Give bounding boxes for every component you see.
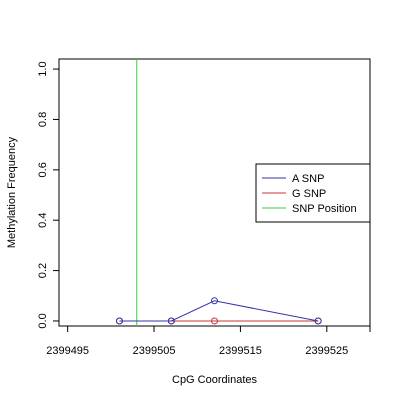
legend-entry-g-snp: G SNP bbox=[292, 188, 326, 200]
y-axis-label: Methylation Frequency bbox=[6, 136, 18, 248]
x-tick-label: 2399515 bbox=[219, 345, 262, 357]
y-tick-label: 0.6 bbox=[37, 162, 49, 177]
legend: A SNP G SNP SNP Position bbox=[255, 163, 371, 223]
data-point-a-snp bbox=[115, 317, 123, 325]
x-axis: 2399495 2399505 2399515 2399525 bbox=[46, 325, 371, 357]
y-tick-label: 0.2 bbox=[37, 263, 49, 278]
data-point-a-snp bbox=[314, 317, 322, 325]
legend-entry-snp-position: SNP Position bbox=[292, 203, 357, 215]
plot-marks bbox=[115, 59, 322, 326]
data-point-g-snp bbox=[211, 317, 218, 325]
data-point-a-snp bbox=[167, 317, 175, 325]
y-tick-label: 0.4 bbox=[37, 213, 49, 228]
x-tick-label: 2399525 bbox=[305, 345, 348, 357]
series-line-a-snp bbox=[119, 300, 319, 322]
data-point-a-snp bbox=[211, 297, 218, 305]
legend-entry-a-snp: A SNP bbox=[292, 173, 324, 185]
y-tick-label: 0.8 bbox=[37, 112, 49, 127]
y-axis: 0.0 0.2 0.4 0.6 0.8 1.0 bbox=[37, 61, 60, 329]
x-axis-label: CpG Coordinates bbox=[172, 374, 257, 386]
y-tick-label: 1.0 bbox=[37, 61, 49, 76]
x-tick-label: 2399505 bbox=[133, 345, 176, 357]
x-tick-label: 2399495 bbox=[46, 345, 89, 357]
y-tick-label: 0.0 bbox=[37, 313, 49, 328]
